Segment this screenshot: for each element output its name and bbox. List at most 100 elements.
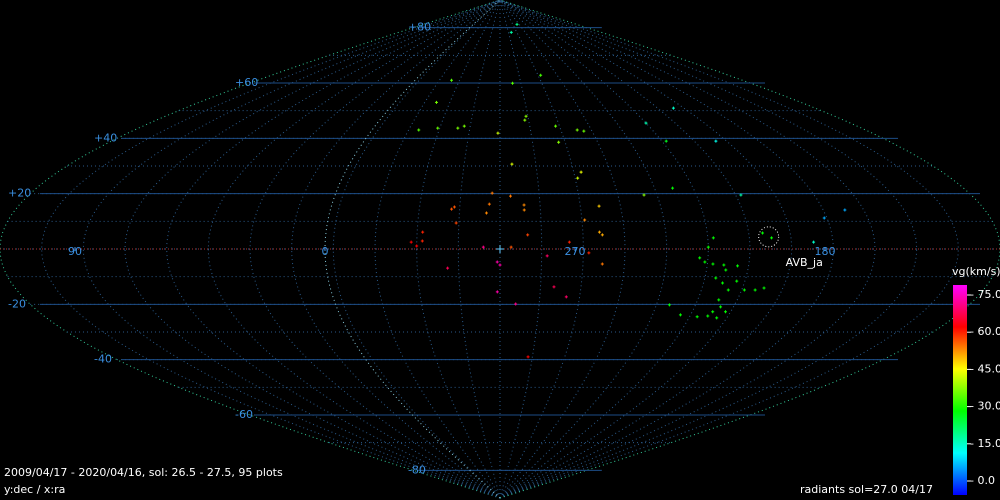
radiant-point [487,202,491,206]
radiant-point [695,315,699,319]
colorbar-tick-label: - 45.0 [970,362,1000,375]
radiant-point [514,302,518,306]
radiant-point [454,221,458,225]
radiant-point [726,288,730,292]
radiant-point [724,268,728,272]
y-tick-label: +60 [235,76,258,89]
radiant-point [564,295,568,299]
radiant-point [510,162,514,166]
radiant-point [567,240,571,244]
radiant-point [706,245,710,249]
radiant-point [724,310,728,314]
radiant-point [597,230,601,234]
radiant-point [509,245,513,249]
radiant-point [526,355,530,359]
radiant-point [698,256,702,260]
radiant-point [576,176,580,180]
radiant-point [714,139,718,143]
y-tick-label: +40 [94,131,117,144]
radiant-point [843,208,847,212]
radiant-point [522,203,526,207]
radiant-point [706,314,710,318]
radiant-point [498,263,502,267]
radiant-point [715,316,719,320]
radiant-point [484,211,488,215]
x-tick-label: 90 [68,245,82,258]
footer-left: 2009/04/17 - 2020/04/16, sol: 26.5 - 27.… [4,466,283,479]
radiant-point [642,193,646,197]
radiant-point [822,216,826,220]
radiant-point [664,139,668,143]
radiant-point [456,126,460,130]
radiant-point [711,262,715,266]
radiant-point [582,129,586,133]
radiant-point [719,305,723,309]
radiant-point [496,131,500,135]
radiant-point [552,285,556,289]
radiant-point [770,236,774,240]
radiant-point [678,313,682,317]
radiant-point [420,239,424,243]
radiant-point [587,251,591,255]
radiant-point [671,106,675,110]
radiant-point [511,81,515,85]
radiant-point [452,205,456,209]
radiant-point [714,276,718,280]
colorbar-tick-label: - 75.0 [970,288,1000,301]
radiant-point [711,310,715,314]
radiant-point [736,264,740,268]
colorbar-label: vg(km/s) [952,265,1000,278]
radiant-point [761,231,765,235]
footer-right: radiants sol=27.0 04/17 [800,483,933,496]
radiant-point [523,118,527,122]
radiant-point [597,204,601,208]
y-tick-label: -60 [235,408,253,421]
radiant-point [450,207,454,211]
radiant-point [539,73,543,77]
radiant-point [508,194,512,198]
radiant-point [495,260,499,264]
x-tick-label: 0 [322,245,329,258]
radiant-point [735,279,739,283]
radiant-point [450,78,454,82]
radiant-point [495,290,499,294]
radiant-point [600,262,604,266]
colorbar [953,285,967,495]
radiant-point [515,22,519,26]
radiant-point [557,140,561,144]
radiant-point [462,124,466,128]
radiant-point [739,193,743,197]
radiant-point [812,240,816,244]
radiant-point [436,126,440,130]
colorbar-tick-label: - 15.0 [970,437,1000,450]
radiant-point [600,233,604,237]
center-cross [496,245,504,253]
points [409,22,847,359]
colorbar-tick-label: - 30.0 [970,400,1000,413]
x-tick-label: 180 [815,245,836,258]
radiant-point [509,30,513,34]
axis-label: y:dec / x:ra [4,483,65,496]
radiant-point [524,114,528,118]
radiant-point [711,236,715,240]
radiant-point [583,218,587,222]
radiant-point [421,230,425,234]
radiant-point [667,303,671,307]
radiant-point [446,266,450,270]
radiant-point [522,208,526,212]
radiant-point [753,288,757,292]
radiant-point [579,170,583,174]
colorbar-tick-label: - 60.0 [970,325,1000,338]
radiant-point [526,233,530,237]
radiant-point [554,124,558,128]
radiant-point [545,254,549,258]
radiant-point [721,281,725,285]
y-tick-label: +20 [8,187,31,200]
radiant-point [762,286,766,290]
colorbar-tick-label: - 0.0 [970,474,995,487]
radiant-point [742,288,746,292]
radiant-point [722,263,726,267]
